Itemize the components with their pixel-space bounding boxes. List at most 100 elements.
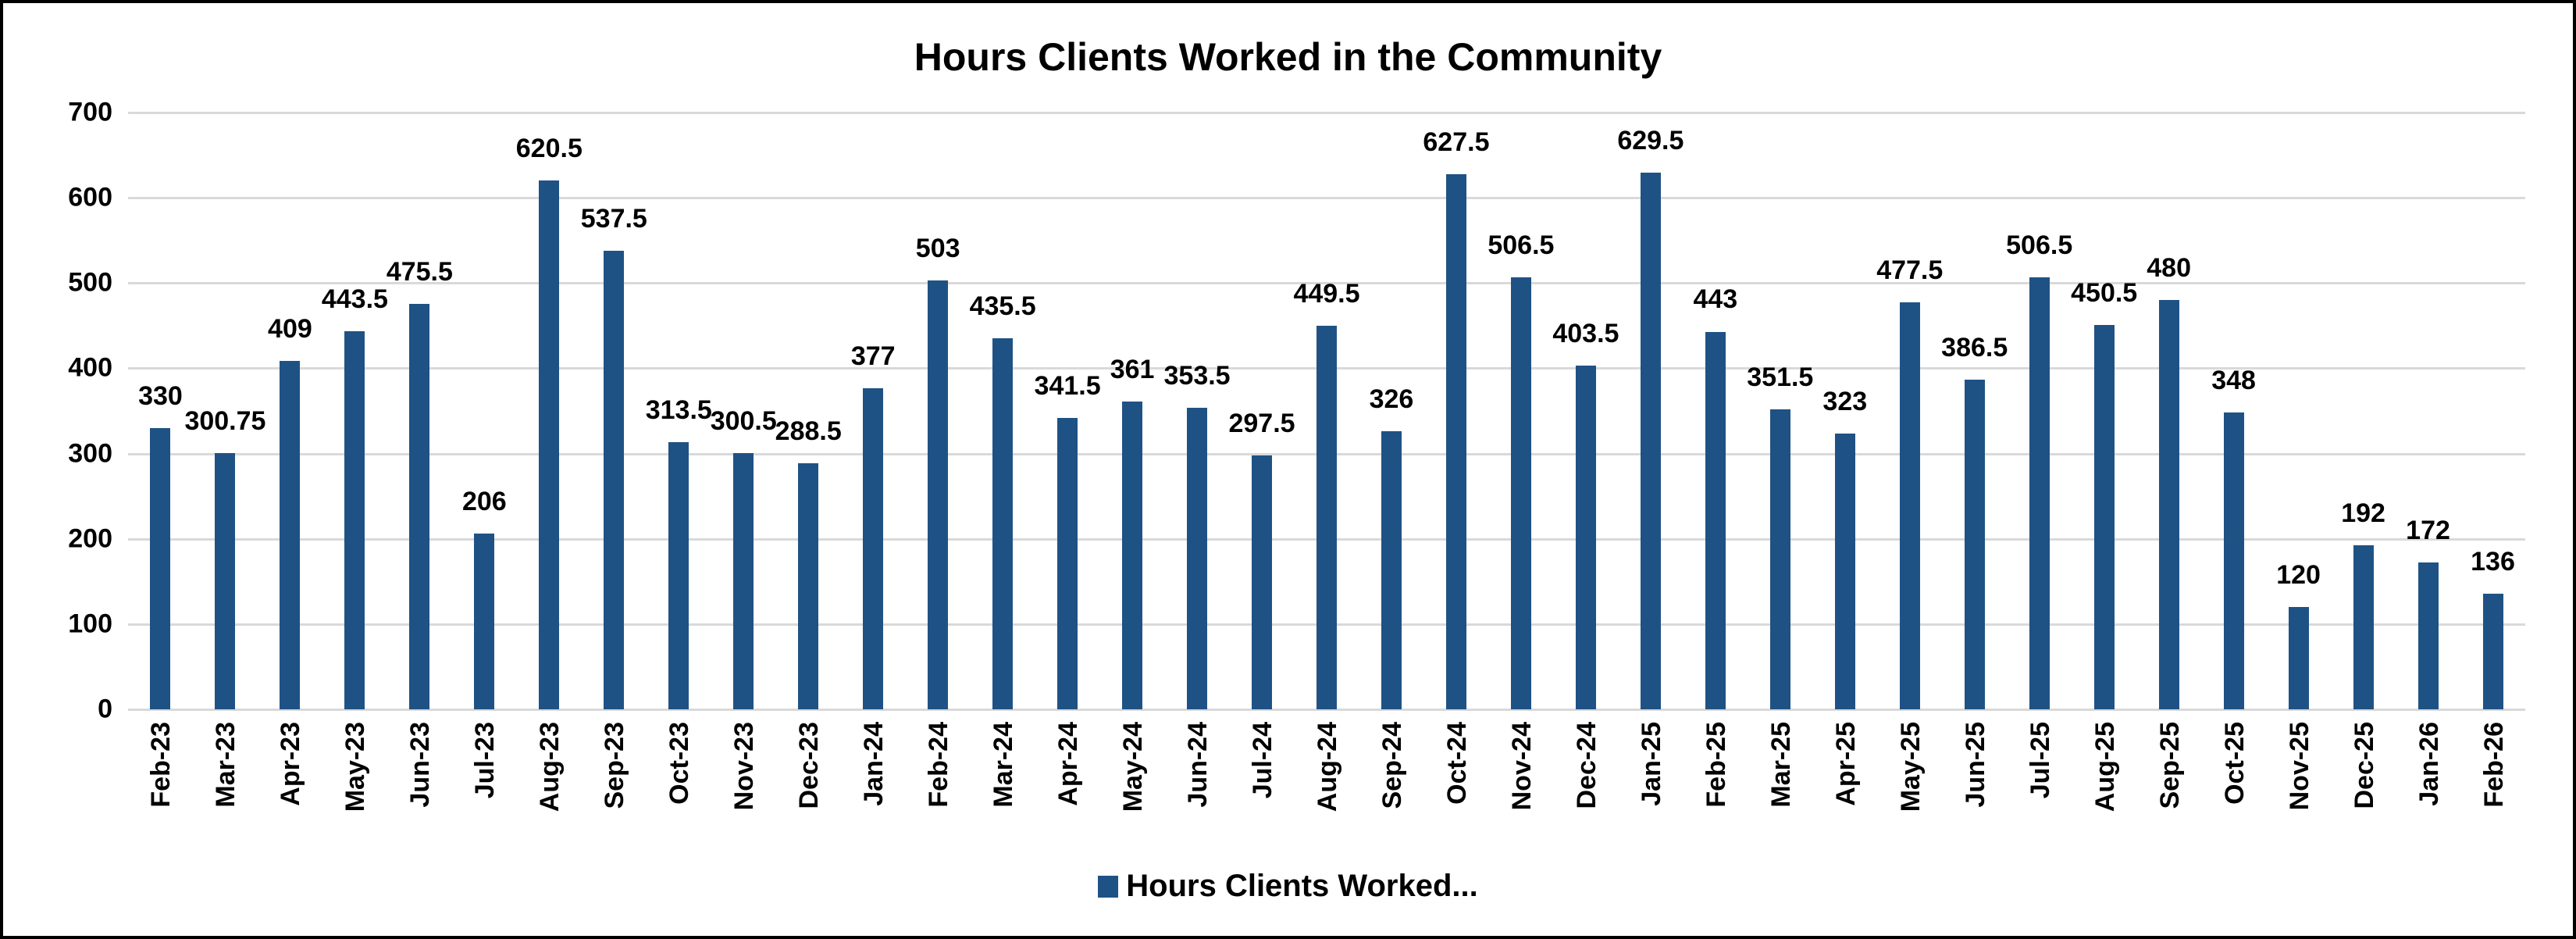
- y-tick-label: 500: [68, 267, 112, 298]
- bar: [1187, 408, 1208, 709]
- bar: [474, 534, 495, 709]
- data-label: 403.5: [1552, 318, 1619, 348]
- data-label: 323: [1822, 387, 1868, 417]
- x-tick-label: May-23: [340, 722, 371, 812]
- bar: [2158, 300, 2179, 709]
- x-tick-label: Feb-24: [924, 722, 954, 808]
- plot-area: 0 100 200 300 400 500 600 700 330 300.75 409 443.5 4…: [68, 98, 2525, 724]
- y-tick-label: 400: [68, 352, 112, 383]
- x-tick-label: Jun-23: [405, 722, 436, 808]
- x-tick-label: Aug-25: [2090, 722, 2120, 812]
- data-label: 386.5: [1941, 333, 2008, 363]
- bar: [928, 280, 949, 709]
- data-label: 629.5: [1617, 125, 1684, 155]
- x-tick-label: Feb-25: [1701, 722, 1731, 808]
- bar: [863, 387, 884, 709]
- bar: [2288, 607, 2309, 709]
- data-label: 503: [915, 234, 960, 263]
- gridline: [128, 709, 2525, 711]
- bar: [215, 452, 236, 709]
- bar: [539, 180, 560, 709]
- data-label: 377: [850, 341, 896, 371]
- data-label: 300.75: [184, 405, 266, 436]
- data-label: 288.5: [775, 416, 842, 447]
- y-tick-label: 300: [68, 438, 112, 469]
- x-tick-label: Jul-24: [1248, 722, 1278, 799]
- x-tick-label: Jul-25: [2025, 722, 2055, 799]
- bar: [1057, 418, 1078, 709]
- legend-swatch-icon: [1098, 875, 1119, 898]
- x-tick-label: Feb-23: [146, 722, 176, 808]
- x-tick-label: Nov-25: [2284, 722, 2314, 811]
- bar: [798, 463, 819, 709]
- data-label: 192: [2341, 498, 2385, 529]
- bar: [1252, 455, 1273, 709]
- bar: [733, 453, 754, 709]
- bar: [1510, 277, 1531, 709]
- x-tick-label: Oct-23: [664, 722, 695, 805]
- data-label: 348: [2211, 366, 2256, 396]
- bar: [1381, 431, 1402, 709]
- legend: Hours Clients Worked...: [3, 869, 2573, 904]
- x-tick-label: Mar-23: [211, 722, 241, 808]
- data-label: 435.5: [969, 291, 1036, 321]
- x-tick-label: Sep-25: [2154, 722, 2185, 809]
- x-tick-label: Jul-23: [470, 722, 501, 799]
- data-label: 506.5: [1488, 230, 1555, 261]
- x-tick-label: Jan-26: [2414, 722, 2444, 806]
- data-label: 172: [2406, 516, 2450, 546]
- data-label: 620.5: [515, 133, 583, 163]
- data-label: 206: [461, 487, 507, 517]
- x-tick-label: Nov-23: [729, 722, 760, 811]
- data-label: 330: [138, 380, 183, 411]
- bar: [1769, 409, 1790, 709]
- bar: [1575, 365, 1596, 709]
- data-label: 506.5: [2006, 230, 2073, 261]
- bar: [2029, 277, 2050, 709]
- bar: [1964, 380, 1985, 709]
- bar: [2417, 562, 2439, 709]
- x-tick-label: Apr-24: [1053, 722, 1084, 806]
- y-tick-label: 0: [98, 694, 112, 724]
- x-tick-label: Oct-25: [2219, 722, 2250, 805]
- data-label: 443.5: [321, 284, 388, 314]
- x-tick-label: Feb-26: [2478, 722, 2509, 808]
- data-label: 361: [1110, 354, 1155, 384]
- data-label: 120: [2276, 560, 2321, 591]
- bar: [668, 441, 689, 709]
- x-tick-label: Sep-23: [600, 722, 630, 809]
- data-label: 477.5: [1876, 255, 1944, 285]
- x-tick-label: Dec-25: [2349, 722, 2379, 809]
- x-tick-label: Jan-25: [1636, 722, 1666, 806]
- data-label: 300.5: [710, 406, 777, 437]
- bar: [2353, 545, 2374, 709]
- legend-label: Hours Clients Worked...: [1126, 869, 1478, 903]
- x-tick-label: Sep-24: [1377, 722, 1407, 809]
- x-tick-label: Oct-24: [1441, 722, 1472, 805]
- gridline: [128, 282, 2525, 285]
- data-label: 409: [268, 313, 312, 344]
- data-label: 297.5: [1228, 409, 1295, 439]
- x-tick-label: May-25: [1895, 722, 1926, 812]
- data-label: 351.5: [1747, 362, 1814, 393]
- bar: [992, 337, 1014, 709]
- y-tick-label: 200: [68, 523, 112, 554]
- data-label: 326: [1369, 384, 1414, 415]
- data-label: 475.5: [386, 257, 453, 287]
- bar: [1317, 326, 1337, 709]
- x-tick-label: Aug-23: [535, 722, 565, 812]
- x-tick-label: Mar-24: [989, 722, 1019, 808]
- chart-title: Hours Clients Worked in the Community: [914, 35, 1662, 79]
- x-tick-label: Apr-25: [1830, 722, 1861, 806]
- y-tick-label: 600: [68, 182, 112, 212]
- gridline: [128, 112, 2525, 114]
- bar: [2223, 412, 2244, 709]
- bar: [1445, 174, 1466, 709]
- x-tick-label: Apr-23: [276, 722, 306, 806]
- data-label: 537.5: [580, 204, 647, 234]
- x-tick-label: Mar-25: [1765, 722, 1796, 808]
- data-label: 341.5: [1034, 371, 1101, 402]
- bar: [344, 330, 365, 709]
- data-label: 136: [2471, 546, 2515, 577]
